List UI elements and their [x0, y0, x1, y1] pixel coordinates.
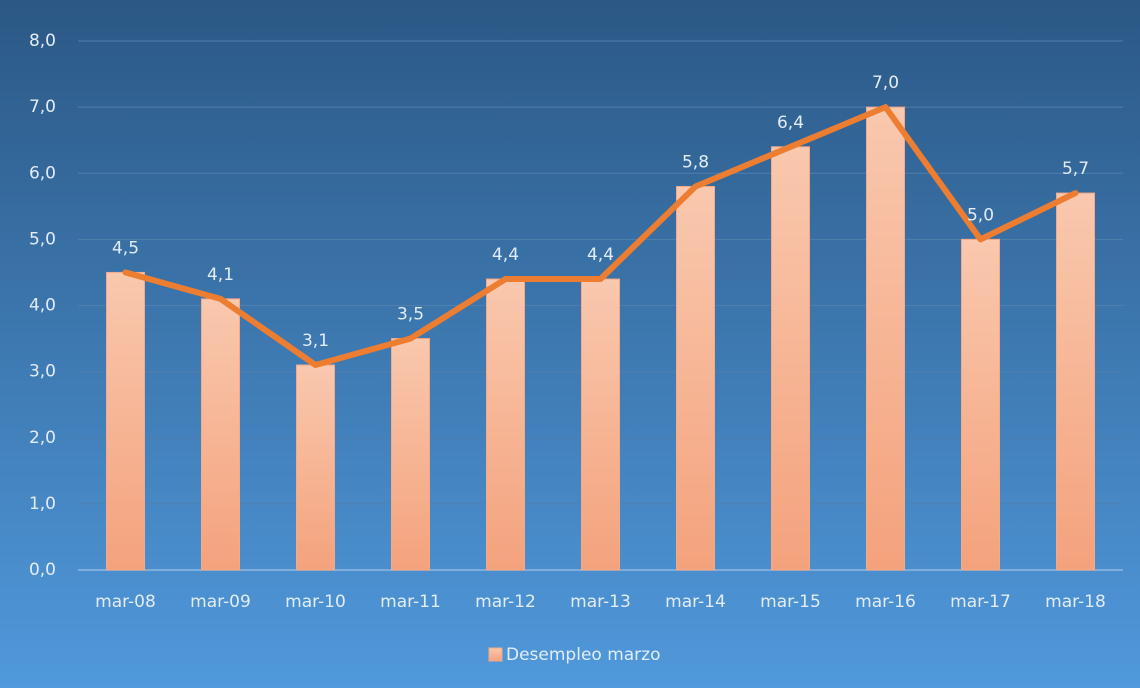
y-tick-label: 1,0 [29, 494, 56, 514]
bar [1056, 192, 1095, 571]
y-tick-label: 2,0 [29, 428, 56, 448]
x-tick-label: mar-14 [665, 592, 726, 612]
data-label: 3,1 [302, 331, 329, 351]
bar [771, 146, 810, 571]
x-tick-label: mar-11 [380, 592, 441, 612]
y-tick-label: 8,0 [29, 31, 56, 51]
y-tick-label: 3,0 [29, 362, 56, 382]
bar [961, 238, 1000, 571]
x-tick-label: mar-12 [475, 592, 536, 612]
line [122, 104, 1079, 369]
x-tick-label: mar-09 [190, 592, 251, 612]
legend-swatch [488, 647, 503, 662]
data-label: 5,0 [967, 205, 994, 225]
data-label: 4,4 [492, 245, 519, 265]
data-label: 6,4 [777, 113, 804, 133]
bar [676, 185, 715, 571]
data-label: 3,5 [397, 305, 424, 325]
data-label: 7,0 [872, 73, 899, 93]
bar [296, 364, 335, 571]
data-label: 4,5 [112, 238, 139, 258]
bar [866, 106, 905, 571]
bar [486, 278, 525, 571]
data-label: 5,7 [1062, 159, 1089, 179]
data-label: 5,8 [682, 152, 709, 172]
x-tick-label: mar-08 [95, 592, 156, 612]
y-tick-label: 4,0 [29, 296, 56, 316]
bar [106, 271, 145, 571]
x-tick-label: mar-16 [855, 592, 916, 612]
y-tick-label: 7,0 [29, 97, 56, 117]
bar [391, 338, 430, 571]
bar [201, 298, 240, 571]
data-label: 4,1 [207, 265, 234, 285]
x-tick-label: mar-18 [1045, 592, 1106, 612]
y-tick-label: 6,0 [29, 163, 56, 183]
x-tick-label: mar-17 [950, 592, 1011, 612]
bar [581, 278, 620, 571]
x-tick-label: mar-13 [570, 592, 631, 612]
legend-label: Desempleo marzo [506, 645, 661, 665]
x-tick-label: mar-15 [760, 592, 821, 612]
x-tick-label: mar-10 [285, 592, 346, 612]
y-tick-label: 0,0 [29, 560, 56, 580]
data-label: 4,4 [587, 245, 614, 265]
y-tick-label: 5,0 [29, 229, 56, 249]
